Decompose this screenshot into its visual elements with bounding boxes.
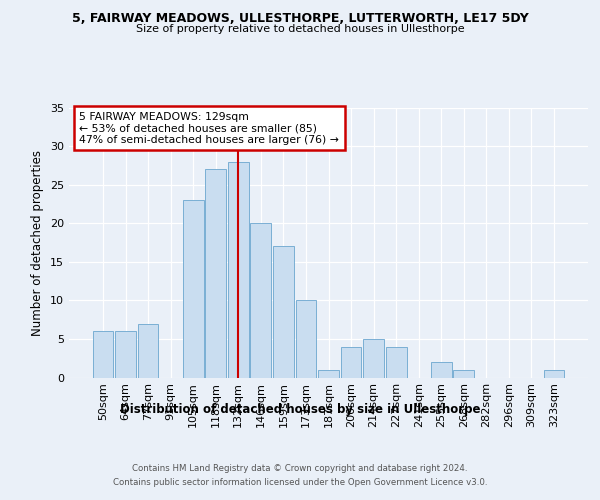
Bar <box>341 346 361 378</box>
Bar <box>431 362 452 378</box>
Bar <box>250 223 271 378</box>
Bar <box>205 169 226 378</box>
Bar <box>273 246 294 378</box>
Bar <box>92 331 113 378</box>
Bar <box>137 324 158 378</box>
Bar <box>318 370 339 378</box>
Text: 5 FAIRWAY MEADOWS: 129sqm
← 53% of detached houses are smaller (85)
47% of semi-: 5 FAIRWAY MEADOWS: 129sqm ← 53% of detac… <box>79 112 339 145</box>
Text: Contains public sector information licensed under the Open Government Licence v3: Contains public sector information licen… <box>113 478 487 487</box>
Bar <box>544 370 565 378</box>
Text: 5, FAIRWAY MEADOWS, ULLESTHORPE, LUTTERWORTH, LE17 5DY: 5, FAIRWAY MEADOWS, ULLESTHORPE, LUTTERW… <box>71 12 529 26</box>
Bar <box>115 331 136 378</box>
Text: Size of property relative to detached houses in Ullesthorpe: Size of property relative to detached ho… <box>136 24 464 34</box>
Text: Distribution of detached houses by size in Ullesthorpe: Distribution of detached houses by size … <box>120 402 480 415</box>
Y-axis label: Number of detached properties: Number of detached properties <box>31 150 44 336</box>
Bar <box>454 370 474 378</box>
Bar <box>363 339 384 378</box>
Bar <box>183 200 203 378</box>
Bar <box>228 162 248 378</box>
Bar <box>296 300 316 378</box>
Text: Contains HM Land Registry data © Crown copyright and database right 2024.: Contains HM Land Registry data © Crown c… <box>132 464 468 473</box>
Bar <box>386 346 407 378</box>
